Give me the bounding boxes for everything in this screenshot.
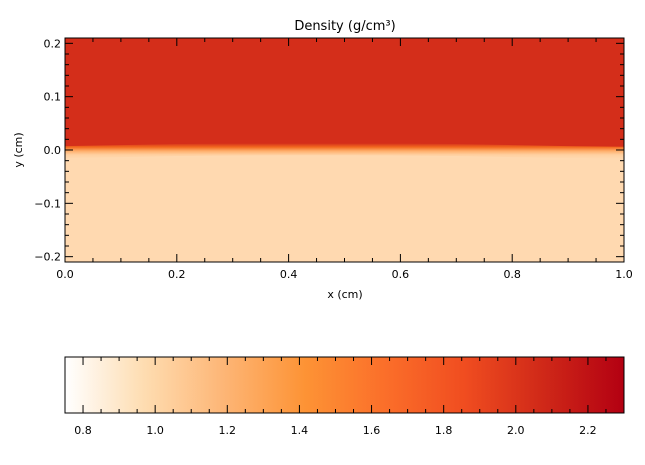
x-tick-label: 0.8 — [503, 268, 521, 281]
x-axis-label: x (cm) — [327, 288, 362, 301]
x-tick-label: 0.2 — [168, 268, 186, 281]
colorbar — [65, 357, 624, 413]
y-tick-label: −0.2 — [34, 251, 61, 264]
colorbar-tick-label: 1.8 — [435, 424, 453, 437]
colorbar-tick-label: 1.6 — [363, 424, 381, 437]
interface-band — [65, 143, 624, 159]
upper-region — [65, 38, 624, 150]
colorbar-tick-label: 1.4 — [291, 424, 309, 437]
y-tick-label: −0.1 — [34, 197, 61, 210]
y-axis-ticks: 0.2 0.1 0.0 −0.1 −0.2 — [34, 37, 624, 264]
colorbar-tick-label: 1.2 — [219, 424, 237, 437]
x-tick-label: 0.0 — [56, 268, 74, 281]
y-tick-label: 0.1 — [44, 91, 62, 104]
y-tick-label: 0.0 — [44, 144, 62, 157]
colorbar-tick-label: 0.8 — [74, 424, 92, 437]
x-axis-ticks: 0.0 0.2 0.4 0.6 0.8 1.0 — [56, 38, 633, 281]
heatmap-field — [65, 38, 624, 262]
colorbar-frame — [64, 356, 625, 414]
colorbar-tick-label: 2.0 — [507, 424, 525, 437]
chart-title: Density (g/cm³) — [294, 19, 395, 34]
x-tick-label: 0.6 — [392, 268, 410, 281]
y-axis-label: y (cm) — [12, 132, 25, 167]
colorbar-ticks: 0.8 1.0 1.2 1.4 1.6 1.8 2.0 2.2 — [74, 357, 625, 437]
lower-region — [65, 150, 624, 262]
x-tick-label: 1.0 — [615, 268, 633, 281]
colorbar-tick-label: 1.0 — [146, 424, 164, 437]
x-tick-label: 0.4 — [280, 268, 298, 281]
y-tick-label: 0.2 — [44, 37, 62, 50]
colorbar-tick-label: 2.2 — [579, 424, 597, 437]
